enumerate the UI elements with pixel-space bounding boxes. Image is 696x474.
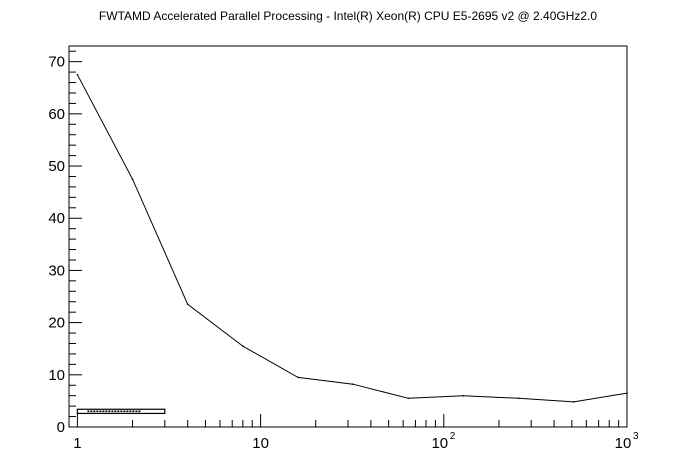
plot-frame (68, 45, 628, 428)
x-tick-exponent: 3 (633, 431, 639, 442)
x-tick-label: 1 (73, 435, 81, 452)
y-tick-label: 10 (48, 367, 65, 384)
data-point (352, 383, 354, 386)
x-tick-label: 10 (252, 435, 269, 452)
data-point (407, 397, 410, 400)
y-tick-label: 20 (48, 315, 65, 332)
data-point (517, 397, 520, 400)
data-point (242, 345, 244, 347)
y-tick-label: 60 (48, 106, 65, 123)
chart-title: FWTAMD Accelerated Parallel Processing -… (99, 9, 597, 23)
data-point (572, 401, 575, 403)
data-point (297, 376, 299, 379)
data-point (626, 392, 628, 394)
x-tick-label: 10 (615, 435, 632, 452)
data-point (186, 303, 189, 306)
data-point (462, 394, 465, 397)
x-tick-exponent: 2 (450, 431, 456, 442)
y-tick-label: 50 (48, 158, 65, 175)
y-tick-label: 0 (57, 419, 65, 436)
data-point (76, 73, 79, 76)
data-point (131, 178, 134, 180)
x-tick-label: 10 (431, 435, 448, 452)
series-line (76, 74, 628, 403)
y-tick-label: 30 (48, 262, 65, 279)
y-tick-label: 70 (48, 54, 65, 71)
inset-box (76, 408, 166, 415)
y-tick-label: 40 (48, 210, 65, 227)
